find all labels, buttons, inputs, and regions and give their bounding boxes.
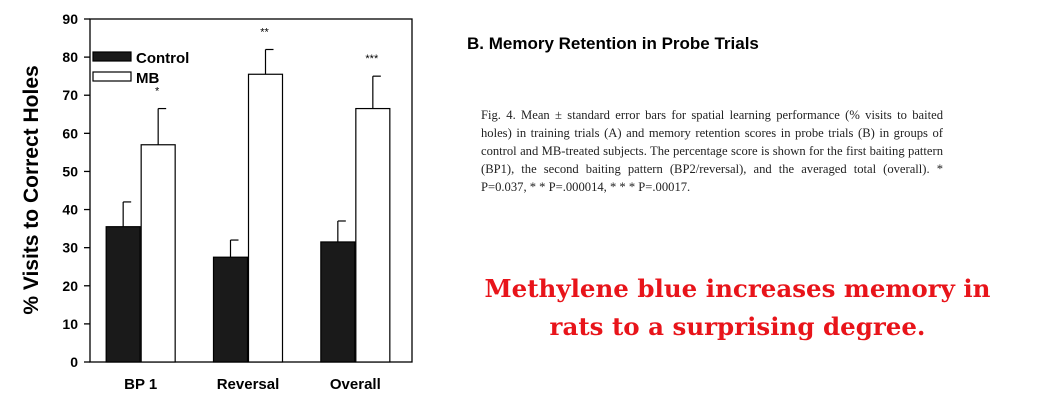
y-tick-label: 10 xyxy=(62,316,78,332)
category-label: Overall xyxy=(330,376,381,393)
legend-label-control: Control xyxy=(136,50,189,67)
bar-mb xyxy=(140,144,176,363)
bar-control xyxy=(320,241,356,363)
bar-control xyxy=(105,226,141,363)
legend-label-mb: MB xyxy=(136,70,159,87)
headline-text: Methylene blue increases memory in rats … xyxy=(484,274,991,341)
bar-control xyxy=(212,256,249,363)
y-tick-label: 50 xyxy=(62,163,78,179)
y-tick-label: 90 xyxy=(62,11,78,27)
significance-marker: ** xyxy=(260,26,269,38)
y-tick-label: 80 xyxy=(62,49,78,65)
y-tick-label: 40 xyxy=(62,202,78,218)
legend-swatch-mb xyxy=(92,71,132,82)
y-tick-label: 0 xyxy=(70,354,78,370)
bar-chart: 0 10 20 30 40 50 60 70 80 90 * BP 1 ** Reversal *** Ove… xyxy=(62,11,413,393)
y-tick-label: 30 xyxy=(62,240,78,256)
category-label: Reversal xyxy=(217,376,280,393)
y-tick-label: 70 xyxy=(62,87,78,103)
y-tick-label: 60 xyxy=(62,125,78,141)
significance-marker: * xyxy=(155,86,160,98)
significance-marker: *** xyxy=(365,53,379,65)
category-label: BP 1 xyxy=(124,376,157,393)
bar-mb xyxy=(247,73,284,363)
y-axis-label: % Visits to Correct Holes xyxy=(20,65,43,315)
y-tick-label: 20 xyxy=(62,278,78,294)
legend-swatch-control xyxy=(92,51,132,62)
bar-mb xyxy=(355,107,391,363)
panel-title: B. Memory Retention in Probe Trials xyxy=(467,34,759,53)
figure-caption: Fig. 4. Mean ± standard error bars for s… xyxy=(481,108,943,194)
